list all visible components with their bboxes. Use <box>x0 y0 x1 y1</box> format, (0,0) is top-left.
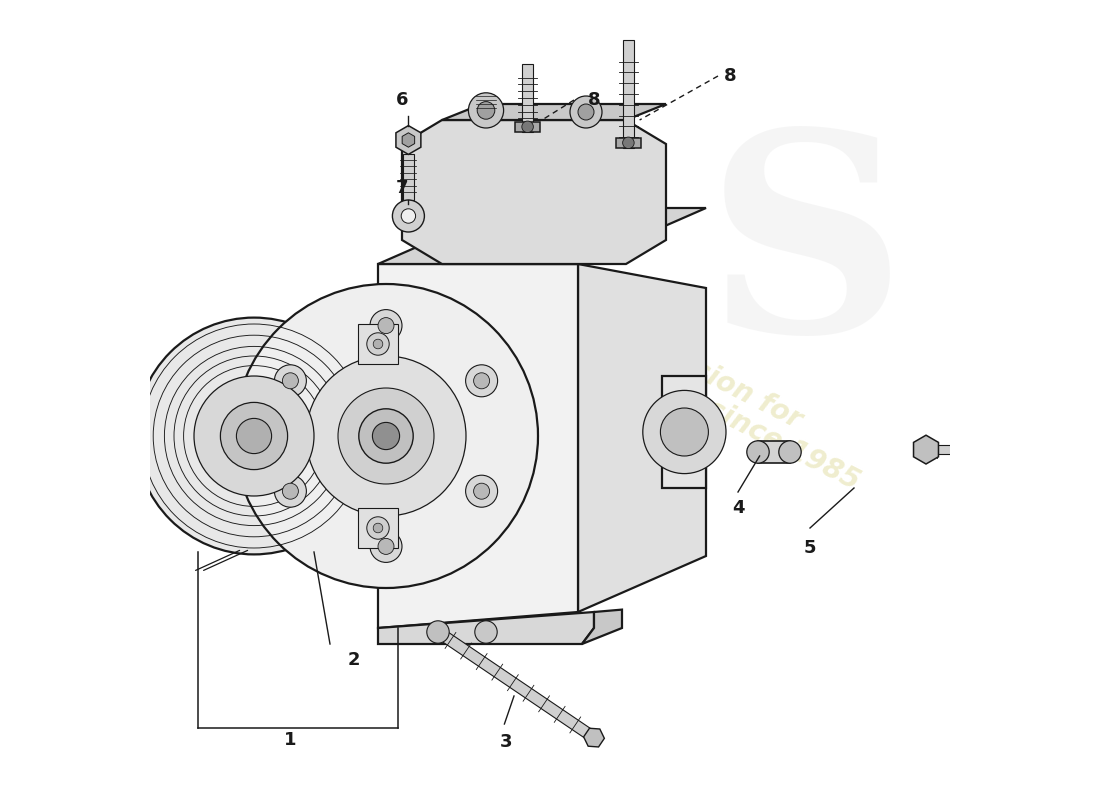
Circle shape <box>359 409 414 463</box>
Text: a passion for: a passion for <box>614 318 806 434</box>
Circle shape <box>378 318 394 334</box>
Polygon shape <box>360 288 406 568</box>
Text: 3: 3 <box>499 734 513 751</box>
Polygon shape <box>403 154 414 200</box>
Circle shape <box>779 441 801 463</box>
Circle shape <box>474 483 490 499</box>
Circle shape <box>283 373 298 389</box>
Circle shape <box>427 621 449 643</box>
Circle shape <box>378 538 394 554</box>
Polygon shape <box>358 508 398 548</box>
Polygon shape <box>758 441 790 463</box>
Circle shape <box>475 621 497 643</box>
Circle shape <box>274 475 307 507</box>
Circle shape <box>220 402 287 470</box>
Circle shape <box>623 137 635 149</box>
Polygon shape <box>396 126 421 154</box>
Text: 8: 8 <box>724 67 736 85</box>
Circle shape <box>465 365 497 397</box>
Polygon shape <box>358 324 398 364</box>
Circle shape <box>135 318 373 554</box>
Circle shape <box>578 104 594 120</box>
Circle shape <box>465 475 497 507</box>
Circle shape <box>393 200 425 232</box>
Circle shape <box>274 365 307 397</box>
Polygon shape <box>1058 440 1075 459</box>
Polygon shape <box>378 208 706 264</box>
Circle shape <box>521 121 534 133</box>
Polygon shape <box>926 445 1066 454</box>
Circle shape <box>660 408 708 456</box>
Polygon shape <box>616 138 641 148</box>
Text: 6: 6 <box>396 91 408 109</box>
Circle shape <box>373 523 383 533</box>
Polygon shape <box>913 435 938 464</box>
Polygon shape <box>378 264 578 628</box>
Text: 1: 1 <box>284 731 296 749</box>
Polygon shape <box>442 104 666 120</box>
Circle shape <box>366 333 389 355</box>
Circle shape <box>469 93 504 128</box>
Circle shape <box>370 530 402 562</box>
Polygon shape <box>578 264 706 612</box>
Polygon shape <box>515 122 540 132</box>
Circle shape <box>477 102 495 119</box>
Polygon shape <box>402 120 666 264</box>
Circle shape <box>194 376 314 496</box>
Polygon shape <box>623 40 634 148</box>
Circle shape <box>338 388 434 484</box>
Circle shape <box>373 422 399 450</box>
Text: 4: 4 <box>732 499 745 517</box>
Text: cars since 1985: cars since 1985 <box>636 361 865 495</box>
Circle shape <box>570 96 602 128</box>
Text: 2: 2 <box>348 651 361 669</box>
Circle shape <box>747 441 769 463</box>
Circle shape <box>234 284 538 588</box>
Circle shape <box>236 418 272 454</box>
Polygon shape <box>662 376 706 488</box>
Polygon shape <box>582 610 621 644</box>
Circle shape <box>474 373 490 389</box>
Text: 7: 7 <box>396 179 408 197</box>
Polygon shape <box>522 64 534 132</box>
Text: 8: 8 <box>587 91 601 109</box>
Circle shape <box>366 517 389 539</box>
Circle shape <box>402 209 416 223</box>
Polygon shape <box>434 627 597 742</box>
Circle shape <box>642 390 726 474</box>
Circle shape <box>370 310 402 342</box>
Text: S: S <box>706 122 906 390</box>
Polygon shape <box>403 133 415 147</box>
Circle shape <box>373 339 383 349</box>
Polygon shape <box>584 728 604 747</box>
Circle shape <box>306 356 466 516</box>
Circle shape <box>283 483 298 499</box>
Text: 5: 5 <box>804 539 816 557</box>
Polygon shape <box>378 612 594 644</box>
